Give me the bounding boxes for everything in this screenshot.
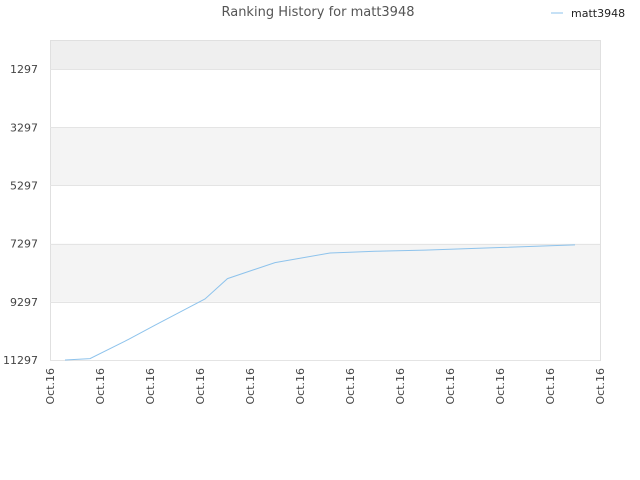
x-tick-label-5: Oct.16 [294,368,307,405]
plot-area-border [50,40,601,361]
x-tick-label-2: Oct.16 [144,368,157,405]
x-axis: Oct.16 Oct.16 Oct.16 Oct.16 Oct.16 Oct.16 Oct.… [44,368,607,405]
chart-title: Ranking History for matt3948 [221,5,414,20]
y-tick-label-2: 5297 [10,179,38,192]
x-tick-label-3: Oct.16 [194,368,207,405]
x-tick-label-9: Oct.16 [494,368,507,405]
y-tick-label-5: 11297 [3,354,38,367]
grid-lines [50,69,600,361]
x-tick-label-11: Oct.16 [594,368,607,405]
plot-bands [50,40,600,302]
legend-label-0[interactable]: matt3948 [571,7,625,20]
x-tick-label-1: Oct.16 [94,368,107,405]
series-lines [64,244,576,361]
x-tick-label-7: Oct.16 [394,368,407,405]
x-tick-label-6: Oct.16 [344,368,357,405]
x-tick-label-0: Oct.16 [44,368,57,405]
legend[interactable]: matt3948 [551,7,625,20]
y-tick-label-1: 3297 [10,121,38,134]
y-tick-label-0: 1297 [10,63,38,76]
plot-band-0 [50,40,600,70]
x-tick-label-4: Oct.16 [244,368,257,405]
x-tick-label-10: Oct.16 [544,368,557,405]
series-line-0 [64,244,576,361]
y-tick-label-4: 9297 [10,296,38,309]
plot-band-2 [50,243,600,302]
plot-band-1 [50,127,600,186]
y-axis: 1297 3297 5297 7297 9297 11297 [3,63,38,367]
x-tick-label-8: Oct.16 [444,368,457,405]
y-tick-label-3: 7297 [10,238,38,251]
